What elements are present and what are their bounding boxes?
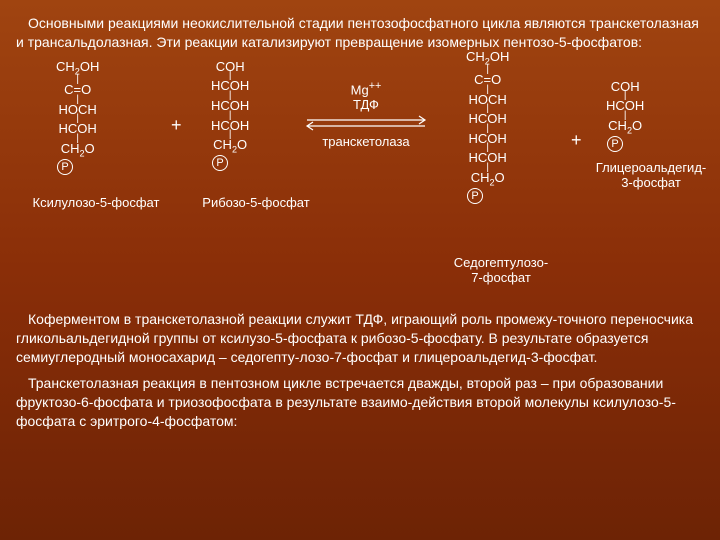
molecule-sedoheptulose: CH2OH|C=O|HOCH|HCOH|HCOH|HCOH|CH2OP — [466, 50, 509, 204]
molecule-xylulose: CH2OH|C=O|HOCH|HCOH|CH2OP — [56, 60, 99, 175]
label-ribose: Рибозо-5-фосфат — [181, 195, 331, 210]
intro-paragraph: Основными реакциями неокислительной стад… — [16, 14, 704, 52]
coenzyme-paragraph: Коферментом в транскетолазной реакции сл… — [16, 310, 704, 367]
label-g3p: Глицероальдегид-3-фосфат — [586, 160, 716, 190]
reaction-arrow-block: Mg++ ТДФ транскетолаза — [301, 80, 431, 149]
molecule-ribose: COH|HCOH|HCOH|HCOH|CH2OP — [211, 60, 249, 172]
equilibrium-arrow-icon — [301, 114, 431, 132]
label-xylulose: Ксилулозо-5-фосфат — [21, 195, 171, 210]
cofactor-label: Mg++ ТДФ — [301, 80, 431, 112]
label-sedoheptulose: Седогептулозо-7-фосфат — [431, 255, 571, 285]
enzyme-label: транскетолаза — [301, 134, 431, 149]
molecule-g3p: COH|HCOH|CH2OP — [606, 80, 644, 152]
plus-sign-2: + — [571, 130, 582, 151]
second-reaction-paragraph: Транскетолазная реакция в пентозном цикл… — [16, 374, 704, 431]
reaction-diagram: CH2OH|C=O|HOCH|HCOH|CH2OP Ксилулозо-5-фо… — [16, 60, 704, 310]
plus-sign-1: + — [171, 115, 182, 136]
